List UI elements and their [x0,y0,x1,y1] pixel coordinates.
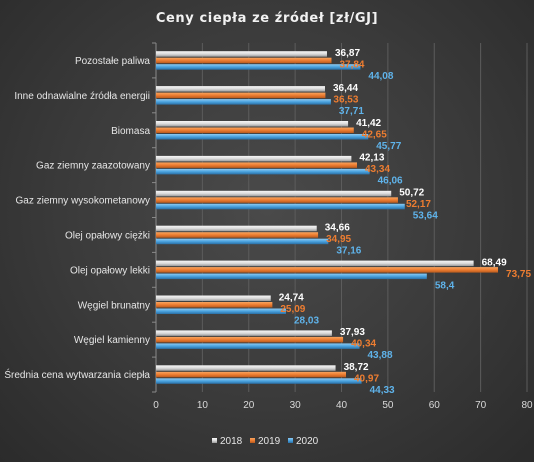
data-label-2020: 53,64 [413,211,438,222]
bar-2018 [156,225,317,232]
x-tick-label: 80 [521,400,533,411]
data-label-2018: 36,87 [335,48,360,59]
category-label: Olej opałowy ciężki [65,230,150,241]
data-label-2020: 45,77 [376,141,401,152]
data-label-2020: 46,06 [378,176,403,187]
data-label-2020: 28,03 [294,315,319,326]
x-tick-label: 60 [429,400,441,411]
data-label-2020: 37,16 [336,245,361,256]
legend-swatch-2019 [250,438,255,443]
bar-2020 [156,203,405,210]
bar-2018 [156,295,271,301]
data-label-2018: 68,49 [482,257,507,268]
chart-title: Ceny ciepła ze źródeł [zł/GJ] [156,11,378,26]
bar-2018 [156,365,336,371]
bar-2020 [156,134,369,140]
category-label: Węgiel kamienny [74,335,150,346]
data-label-2019: 73,75 [506,269,531,280]
x-tick-label: 20 [243,400,255,411]
x-tick-label: 0 [153,400,159,411]
bar-2019 [156,197,398,203]
category-label: Węgiel brunatny [78,300,150,311]
bar-2019 [156,232,319,238]
category-label: Gaz ziemny wysokometanowy [16,196,151,207]
data-label-2018: 24,74 [279,292,304,303]
bar-2020 [156,378,362,384]
value-axis: 0 10 20 30 40 50 60 70 80 [153,400,533,411]
category-axis: Pozostałe paliwa Inne odnawialne źródła e… [4,56,150,381]
category-label: Pozostałe paliwa [75,56,150,67]
x-tick-label: 40 [336,400,348,411]
bar-2018 [156,260,474,267]
data-label-2018: 34,66 [325,222,350,233]
legend-swatch-2018 [212,438,217,443]
bar-2018 [156,121,349,127]
bar-2020 [156,64,361,70]
data-label-2018: 36,44 [333,83,358,94]
data-label-2019: 40,97 [354,374,379,385]
data-label-2020: 43,88 [367,350,392,361]
x-tick-label: 70 [475,400,487,411]
data-label-2018: 42,13 [359,153,384,164]
data-label-2019: 42,65 [362,129,387,140]
data-label-2019: 40,34 [351,339,376,350]
data-label-2020: 37,71 [339,106,364,117]
bar-2019 [156,302,273,308]
data-label-2018: 41,42 [356,118,381,129]
data-label-2019: 36,53 [333,94,358,105]
data-label-2020: 58,4 [435,280,455,291]
data-label-2018: 50,72 [399,188,424,199]
data-label-2018: 38,72 [344,362,369,373]
bar-2018 [156,51,327,57]
category-label: Gaz ziemny zaazotowany [36,161,150,172]
bar-2020 [156,238,329,245]
bar-2019 [156,371,346,378]
x-tick-label: 10 [197,400,209,411]
bar-2018 [156,155,352,162]
bar-2019 [156,267,499,273]
bar-layer [156,51,499,384]
data-label-2019: 43,34 [365,164,390,175]
category-label: Średnia cena wytwarzania ciepła [4,368,150,381]
bar-2018 [156,190,392,197]
legend-label-2018: 2018 [220,436,243,447]
x-tick-label: 30 [290,400,302,411]
data-label-2018: 37,93 [340,327,365,338]
category-label: Olej opałowy lekki [70,265,150,276]
data-label-2020: 44,08 [368,71,393,82]
legend-swatch-2020 [288,438,293,443]
data-label-2019: 52,17 [406,199,431,210]
bar-2020 [156,308,286,314]
legend-label-2019: 2019 [258,436,281,447]
bar-2020 [156,99,331,105]
bar-2018 [156,86,325,92]
bar-2019 [156,57,332,64]
bar-2020 [156,168,370,175]
bar-2019 [156,336,344,343]
data-label-2019: 37,84 [339,59,364,70]
bar-2018 [156,330,332,336]
bar-2019 [156,92,326,99]
legend: 2018 2019 2020 [212,436,319,447]
data-label-2019: 34,95 [326,234,351,245]
bar-2020 [156,273,427,280]
data-label-2020: 44,33 [370,385,395,396]
legend-label-2020: 2020 [296,436,319,447]
category-label: Biomasa [111,126,150,137]
data-label-2019: 25,09 [280,304,305,315]
category-label: Inne odnawialne źródła energii [14,91,150,102]
bar-2020 [156,343,360,349]
x-tick-label: 50 [382,400,394,411]
bar-2019 [156,127,354,133]
bar-2019 [156,162,357,168]
